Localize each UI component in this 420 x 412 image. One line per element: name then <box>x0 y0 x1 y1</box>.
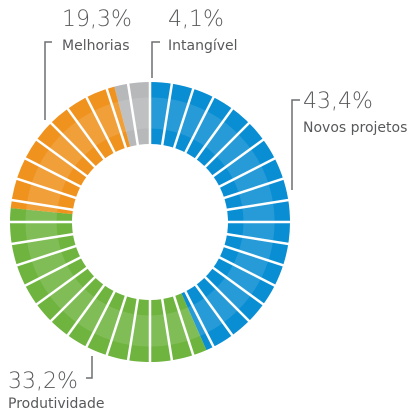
segment-gap <box>193 282 235 338</box>
leader-line <box>44 41 52 120</box>
segment-gap <box>202 120 252 170</box>
segment-gap <box>34 265 90 307</box>
category-label: Melhorias <box>62 38 130 54</box>
segment-gap <box>183 94 216 155</box>
segment-gap <box>160 296 174 363</box>
donut-slice <box>10 207 207 362</box>
segment-gap <box>221 244 286 268</box>
segment-gap <box>183 289 216 350</box>
donut-slice <box>150 82 290 351</box>
segment-gap <box>14 176 79 200</box>
leader-line <box>291 99 300 190</box>
value-label: 43,4% <box>303 89 373 114</box>
segment-gap <box>217 156 278 189</box>
value-label: 33,2% <box>8 369 78 394</box>
segment-gap <box>84 289 117 350</box>
segment-gap <box>224 232 291 246</box>
segment-gap <box>221 176 286 200</box>
segment-gap <box>202 274 252 324</box>
segment-gap <box>193 106 235 162</box>
segment-gap <box>14 244 79 268</box>
segment-gap <box>126 81 140 148</box>
segment-gap <box>210 137 266 179</box>
segment-gap <box>9 232 76 246</box>
segment-gap <box>224 198 291 212</box>
segment-gap <box>84 94 117 155</box>
value-label: 19,3% <box>62 7 132 32</box>
segment-gap <box>210 265 266 307</box>
segment-gap <box>217 255 278 288</box>
segment-gap <box>104 86 128 151</box>
segment-gap <box>65 106 107 162</box>
segment-gap <box>48 120 98 170</box>
segment-gap <box>22 255 83 288</box>
segment-gap <box>126 296 140 363</box>
segment-gap <box>172 293 196 358</box>
category-label: Novos projetos <box>303 120 407 136</box>
donut-slice <box>10 86 131 215</box>
segment-gap <box>34 137 90 179</box>
segment-gap <box>160 81 174 148</box>
segment-gap <box>9 198 76 212</box>
category-label: Intangível <box>168 38 238 54</box>
segment-gap <box>104 293 128 358</box>
segment-gap <box>172 86 196 151</box>
leader-line <box>151 41 160 78</box>
leader-line <box>86 356 93 379</box>
segment-gap <box>65 282 107 338</box>
value-label: 4,1% <box>168 7 224 32</box>
segment-gap <box>22 156 83 189</box>
ring-shade <box>25 97 275 347</box>
segment-gap <box>48 274 98 324</box>
category-label: Produtividade <box>8 396 105 412</box>
